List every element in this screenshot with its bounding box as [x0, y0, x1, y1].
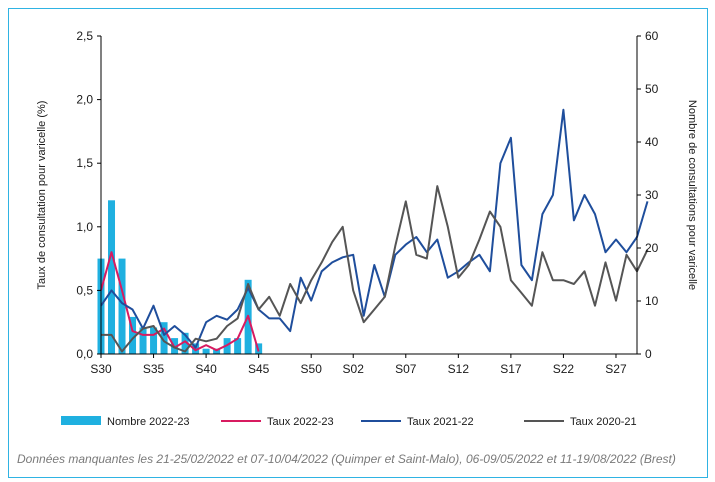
legend-label-taux-2022-23: Taux 2022-23	[267, 416, 334, 428]
y-left-tick-label: 2,0	[76, 93, 93, 107]
x-tick-label: S22	[553, 362, 575, 376]
y-right-tick-label: 20	[645, 241, 659, 255]
x-tick-label: S30	[90, 362, 112, 376]
footnote: Données manquantes les 21-25/02/2022 et …	[17, 452, 676, 466]
bar-S33	[129, 316, 137, 354]
chart-frame: 0,0 0,5 1,0 1,5 2,0 2,5 0 10 20 30 40 50 60 S30 S35 S40…	[8, 8, 708, 478]
legend-label-nombre-2022-23: Nombre 2022-23	[107, 416, 190, 428]
y-right-tick-label: 10	[645, 294, 659, 308]
bar-S38	[181, 332, 189, 354]
bar-S41	[213, 348, 221, 354]
series-line-taux-2020-21	[101, 185, 649, 353]
y-right-tick-label: 60	[645, 29, 659, 43]
y-left-tick-label: 2,5	[76, 29, 93, 43]
y-left-tick-label: 1,0	[76, 220, 93, 234]
x-tick-label: S12	[448, 362, 470, 376]
y-right-axis-title: Nombre de consultations pour varicelle	[686, 100, 698, 290]
x-tick-label: S35	[143, 362, 165, 376]
bar-S34	[139, 327, 147, 354]
y-right-tick-label: 50	[645, 82, 659, 96]
series-line-taux-2021-22	[100, 108, 649, 349]
bar-S32	[118, 258, 126, 354]
y-left-tick-label: 0,5	[76, 283, 93, 297]
bar-S43	[234, 338, 242, 354]
y-right-tick-label: 0	[645, 347, 652, 361]
varicelle-chart: 0,0 0,5 1,0 1,5 2,0 2,5 0 10 20 30 40 50 60 S30 S35 S40…	[36, 29, 698, 428]
y-left-tick-label: 0,0	[76, 347, 93, 361]
y-right-tick-label: 30	[645, 188, 659, 202]
y-left-axis-title: Taux de consultation pour varicelle (%)	[36, 101, 48, 290]
x-tick-label: S02	[343, 362, 365, 376]
bar-S39	[192, 343, 200, 354]
x-tick-label: S17	[500, 362, 522, 376]
x-tick-label: S07	[395, 362, 417, 376]
series-line-taux-2022-23	[100, 251, 260, 352]
legend-label-taux-2021-22: Taux 2021-22	[407, 416, 474, 428]
bar-S36	[160, 322, 168, 354]
x-tick-label: S45	[248, 362, 270, 376]
bar-S40	[202, 348, 210, 354]
bar-S35	[150, 327, 158, 354]
x-tick-label: S50	[301, 362, 323, 376]
x-tick-label: S27	[605, 362, 627, 376]
x-tick-label: S40	[195, 362, 217, 376]
legend-swatch-bar	[61, 416, 101, 425]
y-left-tick-label: 1,5	[76, 156, 93, 170]
bar-S31	[108, 200, 116, 354]
legend-label-taux-2020-21: Taux 2020-21	[570, 416, 637, 428]
y-right-tick-label: 40	[645, 135, 659, 149]
